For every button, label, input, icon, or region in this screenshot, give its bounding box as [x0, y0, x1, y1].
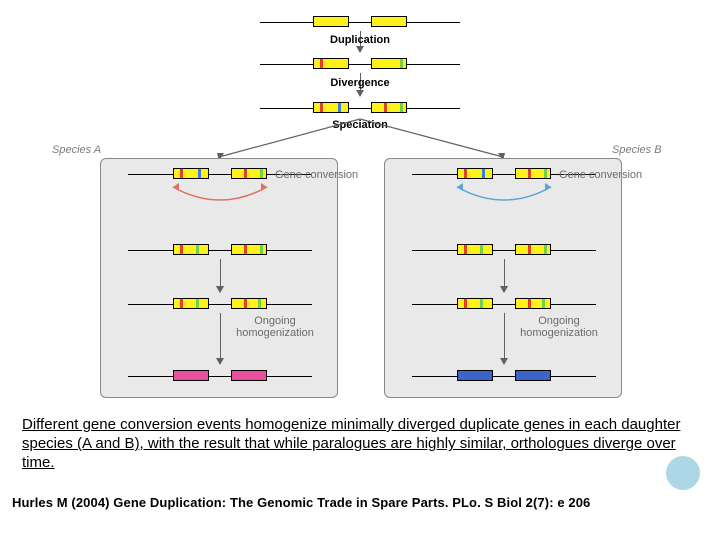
stage-label: Duplication [322, 34, 398, 46]
mutation-stripe [196, 245, 199, 254]
mutation-stripe [180, 245, 183, 254]
gene-block [371, 16, 407, 27]
gene-block [231, 298, 267, 309]
mutation-stripe [180, 169, 183, 178]
gene-block [371, 58, 407, 69]
mutation-stripe [400, 59, 403, 68]
gene-conversion-arc-icon [169, 181, 271, 215]
mutation-stripe [464, 169, 467, 178]
gene-block [515, 168, 551, 179]
chromosome-line [412, 250, 596, 251]
gene-block [371, 102, 407, 113]
mutation-stripe [480, 299, 483, 308]
gene-block [313, 16, 349, 27]
arrow-shaft [220, 313, 221, 358]
mutation-stripe [180, 299, 183, 308]
chromosome-line [412, 304, 596, 305]
arrow-head-icon [356, 46, 364, 53]
mutation-stripe [338, 103, 341, 112]
mutation-stripe [400, 103, 403, 112]
mutation-stripe [528, 245, 531, 254]
mutation-stripe [528, 169, 531, 178]
gene-block [231, 168, 267, 179]
mutation-stripe [320, 59, 323, 68]
gene-block [457, 168, 493, 179]
slide: DuplicationDivergenceSpeciationSpecies A… [0, 0, 720, 540]
gene-block [457, 370, 493, 381]
mutation-stripe [196, 299, 199, 308]
arrow-head-icon [216, 286, 224, 293]
species-a-label: Species A [52, 144, 101, 156]
mutation-stripe [542, 299, 545, 308]
mutation-stripe [464, 245, 467, 254]
arrow-head-icon [356, 90, 364, 97]
figure-citation: Hurles M (2004) Gene Duplication: The Ge… [12, 495, 708, 510]
arrow-shaft [504, 259, 505, 286]
mutation-stripe [544, 245, 547, 254]
gene-block [173, 244, 209, 255]
gene-block [231, 244, 267, 255]
chromosome-line [260, 64, 460, 65]
gene-conversion-label: Gene conversion [275, 169, 358, 181]
mutation-stripe [198, 169, 201, 178]
chromosome-line [128, 250, 312, 251]
gene-block [457, 298, 493, 309]
mutation-stripe [482, 169, 485, 178]
chromosome-line [128, 376, 312, 377]
gene-conversion-arc-icon [453, 181, 555, 215]
chromosome-line [128, 304, 312, 305]
mutation-stripe [464, 299, 467, 308]
mutation-stripe [244, 169, 247, 178]
mutation-stripe [258, 299, 261, 308]
gene-block [515, 370, 551, 381]
mutation-stripe [260, 169, 263, 178]
mutation-stripe [320, 103, 323, 112]
mutation-stripe [480, 245, 483, 254]
gene-duplication-diagram: DuplicationDivergenceSpeciationSpecies A… [90, 6, 630, 406]
figure-caption: Different gene conversion events homogen… [22, 415, 698, 473]
gene-block [231, 370, 267, 381]
mutation-stripe [384, 103, 387, 112]
gene-block [173, 370, 209, 381]
mutation-stripe [544, 169, 547, 178]
arrow-shaft [504, 313, 505, 358]
mutation-stripe [244, 299, 247, 308]
gene-block [515, 298, 551, 309]
gene-conversion-label: Gene conversion [559, 169, 642, 181]
species-b-label: Species B [612, 144, 662, 156]
arrow-shaft [220, 259, 221, 286]
gene-block [313, 58, 349, 69]
gene-block [173, 168, 209, 179]
chromosome-line [260, 108, 460, 109]
stage-label: Divergence [322, 77, 398, 89]
homogenization-label: Ongoinghomogenization [514, 315, 604, 339]
mutation-stripe [260, 245, 263, 254]
chromosome-line [412, 376, 596, 377]
arrow-head-icon [216, 358, 224, 365]
gene-block [313, 102, 349, 113]
mutation-stripe [528, 299, 531, 308]
arrow-head-icon [500, 358, 508, 365]
gene-block [173, 298, 209, 309]
chromosome-line [260, 22, 460, 23]
mutation-stripe [244, 245, 247, 254]
homogenization-label: Ongoinghomogenization [230, 315, 320, 339]
gene-block [515, 244, 551, 255]
arrow-head-icon [500, 286, 508, 293]
gene-block [457, 244, 493, 255]
